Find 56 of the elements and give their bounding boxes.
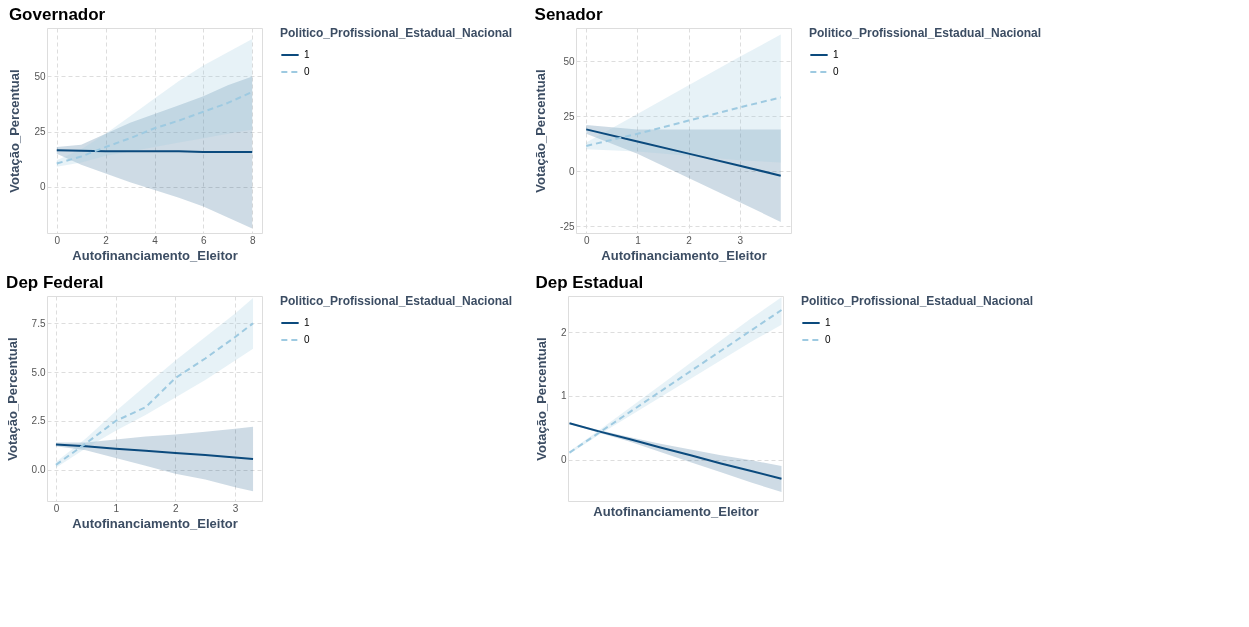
x-tick-label: 3 (232, 502, 239, 514)
x-tick-label: 4 (152, 234, 159, 246)
y-tick-label: 1 (560, 390, 567, 402)
line-series (568, 422, 783, 480)
y-axis-title: Votação_Percentual (533, 337, 549, 461)
y-tick-label: 25 (563, 110, 575, 122)
y-tick-label: 2.5 (31, 415, 46, 427)
legend-title: Politico_Profissional_Estadual_Nacional (809, 26, 1042, 40)
y-tick-label: 50 (563, 55, 575, 67)
chart-title: Senador (534, 5, 603, 24)
legend-title: Politico_Profissional_Estadual_Nacional (280, 294, 513, 308)
legend-label: 1 (304, 49, 310, 60)
x-axis-title: Autofinanciamento_Eleitor (72, 247, 238, 263)
x-axis-title: Autofinanciamento_Eleitor (593, 503, 759, 519)
legend-label: 0 (304, 334, 310, 345)
x-axis-title: Autofinanciamento_Eleitor (72, 515, 238, 531)
legend-label: 0 (833, 66, 839, 77)
y-tick-label: 0 (39, 181, 46, 193)
legend-label: 1 (304, 317, 310, 328)
y-tick-label: 0 (560, 454, 567, 466)
x-tick-label: 6 (201, 234, 208, 246)
x-tick-label: 1 (635, 234, 642, 246)
x-tick-label: 0 (583, 234, 590, 246)
line-series (54, 443, 255, 461)
y-tick-label: 50 (34, 70, 46, 82)
legend-title: Politico_Profissional_Estadual_Nacional (280, 26, 513, 40)
y-tick-label: 25 (34, 126, 46, 138)
x-tick-label: 2 (173, 502, 180, 514)
chart-title: Governador (8, 5, 106, 24)
legend-label: 0 (825, 334, 831, 345)
chart-title: Dep Federal (6, 273, 104, 292)
legend-label: 0 (304, 66, 310, 77)
x-tick-label: 8 (249, 234, 256, 246)
legend-title: Politico_Profissional_Estadual_Nacional (801, 294, 1034, 308)
line-series (54, 322, 255, 466)
y-tick-label: 5.0 (31, 366, 46, 378)
y-axis-title: Votação_Percentual (4, 337, 20, 461)
y-axis-title: Votação_Percentual (533, 69, 549, 193)
x-tick-label: 0 (53, 502, 60, 514)
x-tick-label: 0 (54, 234, 61, 246)
legend-label: 1 (833, 49, 839, 60)
x-tick-label: 1 (113, 502, 120, 514)
x-tick-label: 3 (737, 234, 744, 246)
line-series (585, 128, 782, 177)
x-tick-label: 2 (686, 234, 693, 246)
y-tick-label: 7.5 (31, 317, 46, 329)
x-tick-label: 2 (103, 234, 110, 246)
y-tick-label: 0.0 (31, 464, 46, 476)
y-tick-label: 0 (568, 165, 575, 177)
y-tick-label: -25 (560, 220, 575, 232)
y-axis-title: Votação_Percentual (7, 69, 23, 193)
y-tick-label: 2 (560, 326, 567, 338)
legend-label: 1 (825, 317, 831, 328)
line-series (585, 96, 782, 147)
x-axis-title: Autofinanciamento_Eleitor (601, 247, 767, 263)
chart-title: Dep Estadual (535, 273, 644, 292)
